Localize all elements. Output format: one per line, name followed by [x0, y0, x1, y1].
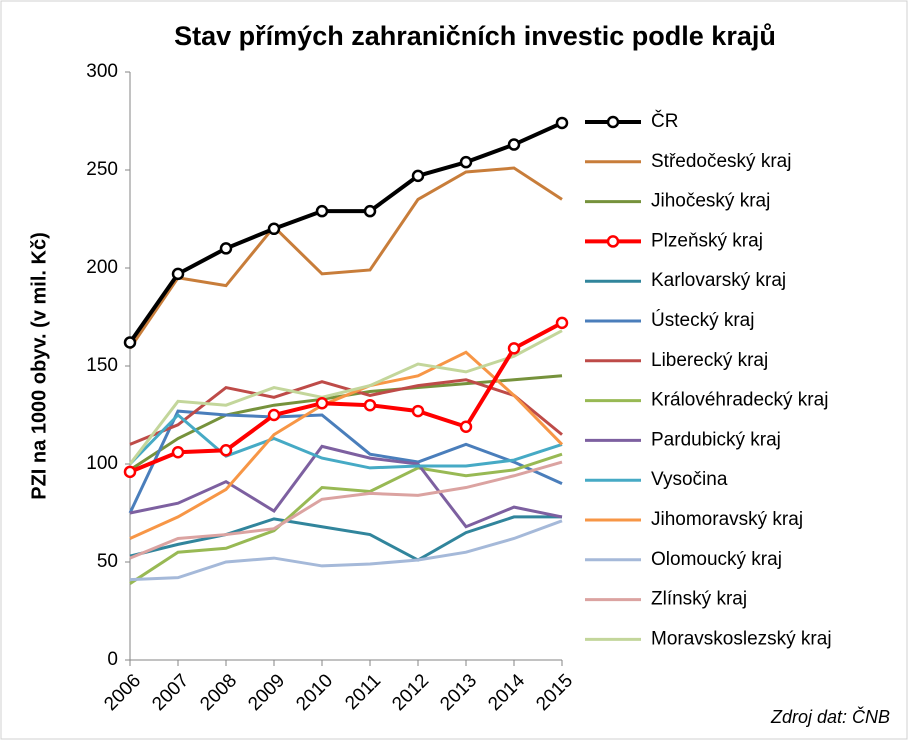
legend-marker	[606, 235, 620, 248]
legend-label: Pardubický kraj	[651, 429, 781, 450]
legend-label: Jihočeský kraj	[651, 191, 770, 212]
legend-label: Středočeský kraj	[651, 151, 791, 172]
series-line	[129, 515, 562, 562]
series-line	[129, 519, 563, 582]
legend-label: Karlovarský kraj	[651, 270, 786, 291]
point-marker	[219, 444, 233, 457]
y-tick-label: 200	[86, 257, 118, 278]
legend-label: Liberecký kraj	[651, 350, 768, 371]
series-line	[129, 321, 563, 474]
series-line	[129, 350, 564, 540]
legend-label: Olomoucký kraj	[651, 549, 782, 570]
legend-label: Plzeňský kraj	[651, 230, 763, 251]
legend-label: Ústecký kraj	[651, 309, 754, 331]
y-tick-label: 0	[107, 649, 118, 670]
legend-label: Moravskoslezský kraj	[651, 628, 832, 649]
series-line	[129, 452, 563, 585]
source-note: Zdroj dat: ČNB	[770, 706, 890, 727]
point-marker	[219, 242, 233, 255]
legend-label: Zlínský kraj	[651, 589, 747, 610]
point-marker	[555, 316, 569, 330]
legend-label: ČR	[651, 110, 678, 132]
series-line	[128, 329, 563, 465]
series-line	[129, 444, 563, 529]
point-marker	[267, 408, 281, 422]
point-marker	[363, 398, 377, 412]
legend-label: Vysočina	[651, 469, 728, 490]
point-marker	[315, 396, 329, 410]
point-marker	[555, 116, 569, 130]
point-marker	[267, 222, 281, 236]
point-marker	[171, 445, 185, 459]
y-tick-label: 100	[86, 453, 118, 474]
point-marker	[363, 204, 377, 218]
point-marker	[123, 336, 137, 349]
legend-label: Jihomoravský kraj	[651, 509, 803, 530]
series-line	[128, 166, 563, 350]
point-marker	[459, 155, 473, 169]
y-tick-label: 250	[86, 159, 118, 180]
series-line	[128, 409, 563, 514]
y-tick-label: 50	[97, 551, 118, 572]
point-marker	[507, 342, 521, 355]
point-marker	[315, 204, 329, 218]
point-marker	[507, 138, 521, 151]
y-axis-label: PZI na 1000 obyv. (v mil. Kč)	[28, 232, 50, 500]
point-marker	[411, 404, 425, 418]
legend-marker	[606, 115, 620, 129]
series-line	[129, 460, 563, 560]
series-line	[128, 121, 563, 344]
series-line	[128, 412, 563, 470]
point-marker	[123, 465, 137, 479]
legend-label: Královéhradecký kraj	[651, 390, 828, 411]
y-tick-label: 300	[86, 61, 118, 82]
chart-title: Stav přímých zahraničních investic podle…	[174, 21, 776, 51]
point-marker	[171, 267, 185, 281]
point-marker	[411, 169, 425, 183]
y-tick-label: 150	[86, 355, 118, 376]
point-marker	[459, 420, 473, 434]
